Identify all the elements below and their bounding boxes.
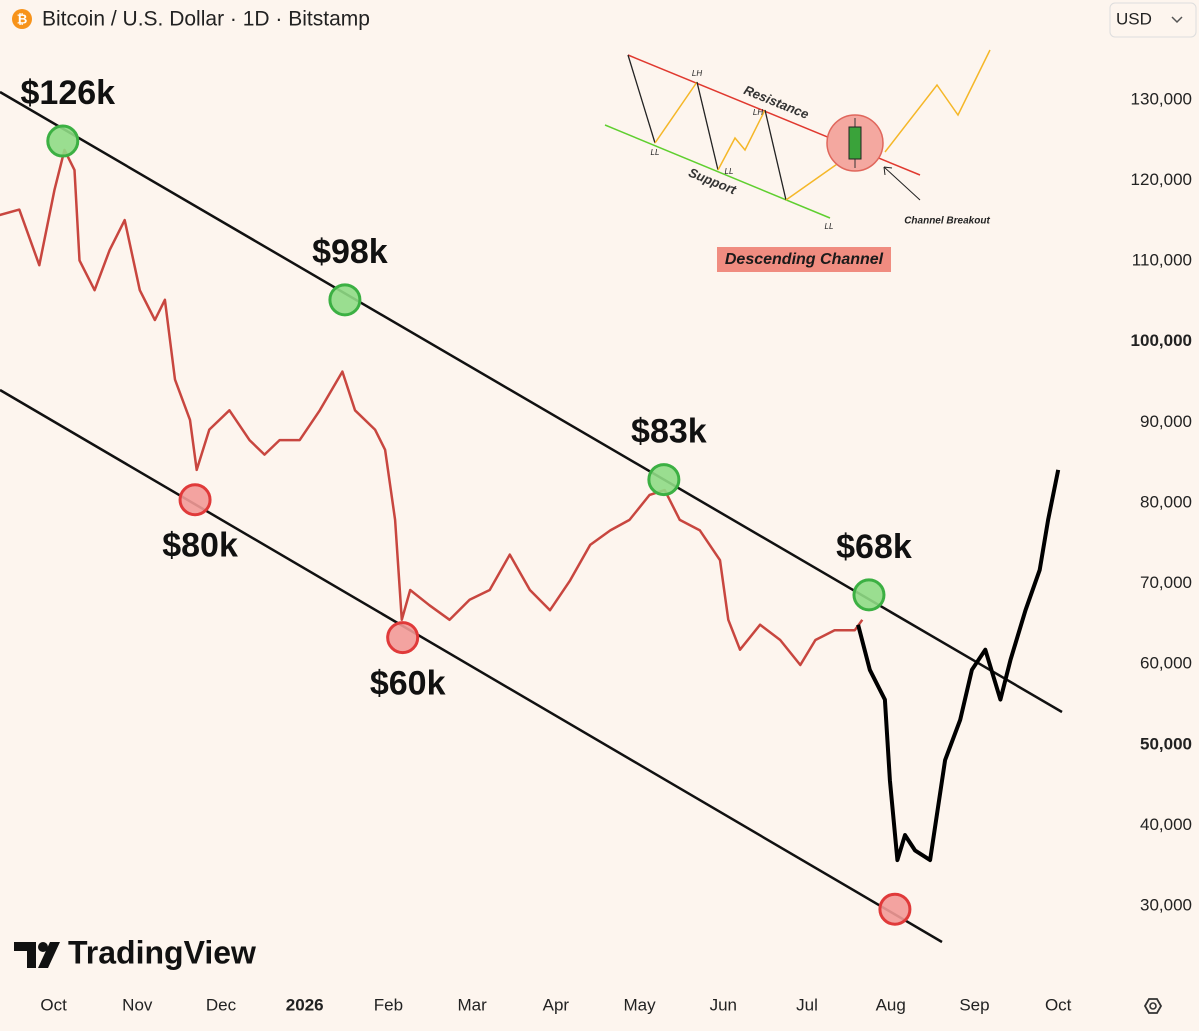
inset-support xyxy=(604,124,831,219)
price-line xyxy=(0,148,864,667)
inset-point-label: LH xyxy=(753,108,763,117)
marker-circle xyxy=(647,463,681,497)
x-tick-label: Nov xyxy=(122,995,153,1014)
x-tick-label: Mar xyxy=(458,995,488,1014)
price-annotation: $98k xyxy=(312,233,388,271)
watermark-text: TradingView xyxy=(68,934,256,970)
x-tick-label: Jul xyxy=(796,995,818,1014)
inset-leg xyxy=(717,109,766,171)
support-line xyxy=(0,388,943,944)
inset-diagram: Resistance Support LH LH LL LL LL Channe… xyxy=(604,49,991,272)
y-tick-label: 70,000 xyxy=(1140,573,1192,592)
settings-icon[interactable] xyxy=(1149,1002,1157,1010)
marker-circle xyxy=(328,283,362,317)
inset-arrow-head xyxy=(883,166,893,176)
y-tick-label: 110,000 xyxy=(1132,251,1192,270)
y-tick-label: 120,000 xyxy=(1131,170,1192,189)
marker-circle xyxy=(386,621,420,655)
currency-label[interactable]: USD xyxy=(1116,9,1152,28)
price-annotation: $83k xyxy=(631,413,707,451)
y-tick-label: 90,000 xyxy=(1140,412,1192,431)
price-annotation: $60k xyxy=(370,665,446,703)
inset-point-label: LL xyxy=(825,222,834,231)
x-tick-label: Feb xyxy=(374,995,403,1014)
inset-title-box xyxy=(717,247,891,272)
bitcoin-icon xyxy=(12,9,32,29)
inset-leg xyxy=(764,109,787,201)
price-annotation: $126k xyxy=(21,74,116,112)
price-line xyxy=(856,469,1061,863)
y-tick-label: 40,000 xyxy=(1140,815,1192,834)
y-tick-label: 30,000 xyxy=(1140,895,1192,914)
y-tick-label: 50,000 xyxy=(1140,734,1192,753)
inset-breakout-label: Channel Breakout xyxy=(904,216,990,227)
inset-leg xyxy=(654,81,698,144)
x-tick-label: Aug xyxy=(876,995,906,1014)
marker-circle xyxy=(178,483,212,517)
currency-button[interactable] xyxy=(1109,2,1197,38)
inset-title: Descending Channel xyxy=(725,251,884,268)
chart-title: Bitcoin / U.S. Dollar · 1D · Bitstamp xyxy=(42,8,370,31)
y-tick-label: 60,000 xyxy=(1140,654,1192,673)
marker-circle xyxy=(852,578,886,612)
settings-button[interactable] xyxy=(1143,998,1163,1014)
x-tick-label: May xyxy=(624,995,657,1014)
resistance-line xyxy=(0,90,1063,714)
price-annotation: $68k xyxy=(836,528,912,566)
x-tick-label: Oct xyxy=(1045,995,1072,1014)
watermark-logo xyxy=(14,942,36,968)
y-tick-label: 80,000 xyxy=(1140,492,1192,511)
settings-icon[interactable] xyxy=(1143,998,1163,1014)
x-tick-label: Sep xyxy=(959,995,989,1014)
inset-leg xyxy=(696,81,719,171)
bitcoin-symbol: ₿ xyxy=(17,11,28,26)
x-tick-label: 2026 xyxy=(286,995,324,1014)
watermark: TradingView xyxy=(14,934,256,970)
y-tick-label: 130,000 xyxy=(1131,89,1192,108)
price-annotation: $80k xyxy=(162,527,238,565)
inset-candle xyxy=(848,126,862,160)
marker-circle xyxy=(46,124,80,158)
inset-leg xyxy=(884,49,991,153)
y-tick-label: 100,000 xyxy=(1131,331,1192,350)
x-tick-label: Oct xyxy=(40,995,67,1014)
x-tick-label: Jun xyxy=(710,995,737,1014)
marker-circle xyxy=(878,892,912,926)
inset-leg xyxy=(785,161,841,201)
watermark-logo xyxy=(38,942,48,952)
inset-point-label: LL xyxy=(651,148,660,157)
inset-point-label: LL xyxy=(725,167,734,176)
watermark-logo xyxy=(38,942,60,968)
inset-point-label: LH xyxy=(692,69,702,78)
inset-leg xyxy=(627,54,656,144)
dropdown-arrow xyxy=(1171,16,1183,24)
x-tick-label: Dec xyxy=(206,995,237,1014)
inset-arrow xyxy=(883,166,921,201)
x-tick-label: Apr xyxy=(543,995,570,1014)
